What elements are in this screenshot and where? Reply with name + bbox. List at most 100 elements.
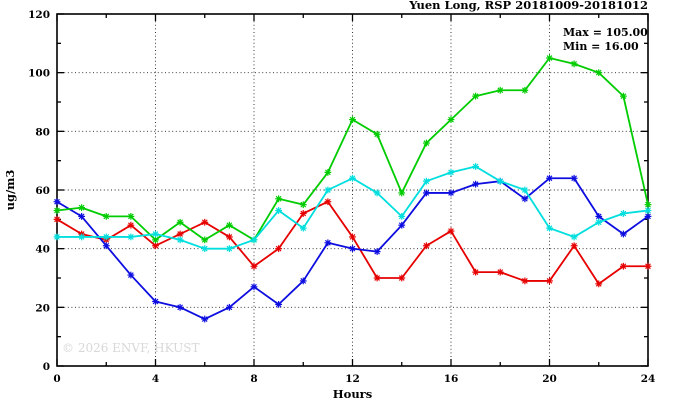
blue-series-point-marker <box>571 175 577 182</box>
red-series-line <box>56 200 648 285</box>
red-series-point-marker <box>595 280 602 287</box>
blue-series-point-marker <box>374 248 380 255</box>
green-series-point-marker <box>497 87 504 94</box>
x-tick-label: 12 <box>345 373 360 385</box>
blue-series-point-marker <box>300 278 307 284</box>
cyan-series-point-marker <box>472 163 479 170</box>
cyan-series-point-marker <box>497 178 504 185</box>
cyan-series-point-marker <box>620 210 627 217</box>
blue-series-point-marker <box>275 301 282 308</box>
blue-series-point-marker <box>398 222 405 229</box>
green-series-point-marker <box>423 140 430 146</box>
cyan-series-point-marker <box>152 231 159 237</box>
cyan-series-point-marker <box>201 245 208 252</box>
green-series-point-marker <box>571 60 577 67</box>
y-tick-label: 80 <box>35 126 50 138</box>
red-series-point-marker <box>152 242 159 249</box>
blue-series-point-marker <box>448 190 454 196</box>
green-series-point-marker <box>128 213 134 220</box>
x-axis-label: Hours <box>333 387 372 401</box>
green-series-point-marker <box>349 116 356 123</box>
cyan-series-point-marker <box>448 169 454 176</box>
blue-series-point-marker <box>78 213 85 220</box>
y-tick-label: 100 <box>28 68 50 80</box>
cyan-series-point-marker <box>275 207 282 214</box>
blue-series-point-marker <box>103 242 110 249</box>
blue-series-point-marker <box>152 298 159 305</box>
green-series-point-marker <box>177 219 183 226</box>
cyan-series-point-marker <box>595 219 602 226</box>
x-tick-label: 4 <box>152 373 159 385</box>
cyan-series-point-marker <box>398 213 405 220</box>
blue-series-point-marker <box>251 283 257 290</box>
y-tick-label: 0 <box>43 361 50 373</box>
red-series-point-marker <box>497 269 504 276</box>
y-tick-label: 20 <box>35 302 50 314</box>
cyan-series-point-marker <box>423 178 430 185</box>
cyan-series-point-marker <box>226 245 233 252</box>
red-series-point-marker <box>275 245 282 252</box>
green-series-point-marker <box>152 236 159 243</box>
red-series-point-marker <box>226 234 233 240</box>
cyan-series-point-marker <box>349 175 356 182</box>
red-series-point-marker <box>472 269 479 276</box>
cyan-series-point-marker <box>128 234 134 240</box>
red-series-point-marker <box>423 242 430 249</box>
cyan-series-point-marker <box>177 236 183 243</box>
green-series-point-marker <box>103 213 110 220</box>
blue-series-point-marker <box>620 231 627 237</box>
x-tick-label: 0 <box>53 373 60 385</box>
blue-series-point-marker <box>349 245 356 252</box>
x-tick-label: 24 <box>641 373 656 385</box>
green-series-point-marker <box>546 55 553 61</box>
green-series-point-marker <box>300 201 307 208</box>
green-series-point-marker <box>595 69 602 76</box>
blue-series-point-marker <box>177 304 183 311</box>
red-series-point-marker <box>325 198 331 205</box>
green-series-markers <box>53 54 652 244</box>
x-tick-label: 16 <box>444 373 459 385</box>
y-tick-label: 60 <box>35 185 50 197</box>
red-series-point-marker <box>620 263 627 270</box>
legend-max-label: Max = 105.00 <box>563 26 648 39</box>
blue-series-point-marker <box>546 175 553 182</box>
legend-min-label: Min = 16.00 <box>563 40 639 53</box>
green-series-point-marker <box>374 131 380 138</box>
blue-series-point-marker <box>645 213 651 220</box>
cyan-series-point-marker <box>54 234 60 240</box>
red-series-point-marker <box>398 275 405 281</box>
green-series-point-marker <box>54 207 60 214</box>
red-series-point-marker <box>251 263 257 270</box>
blue-series-point-marker <box>522 195 528 202</box>
cyan-series-point-marker <box>374 190 380 196</box>
blue-series-point-marker <box>201 316 208 322</box>
green-series-point-marker <box>645 201 651 208</box>
blue-series-point-marker <box>595 213 602 220</box>
green-series-point-marker <box>325 169 331 176</box>
blue-series-point-marker <box>325 239 331 246</box>
blue-series-markers <box>53 174 652 323</box>
green-series-point-marker <box>78 204 85 211</box>
blue-series-point-marker <box>54 198 60 205</box>
cyan-series-point-marker <box>522 187 528 193</box>
green-series-point-marker <box>226 222 233 229</box>
blue-series-point-marker <box>423 190 430 196</box>
x-tick-label: 20 <box>542 373 557 385</box>
red-series-point-marker <box>571 242 577 249</box>
red-series-point-marker <box>448 228 454 234</box>
red-series-point-marker <box>546 278 553 284</box>
red-series-point-marker <box>54 216 60 223</box>
red-series-point-marker <box>201 219 208 226</box>
green-series-point-marker <box>472 93 479 100</box>
green-series-point-marker <box>201 236 208 243</box>
cyan-series-point-marker <box>645 207 651 214</box>
blue-series-point-marker <box>472 181 479 188</box>
green-series-point-marker <box>448 116 454 123</box>
cyan-series-point-marker <box>78 234 85 240</box>
cyan-series-point-marker <box>103 234 110 240</box>
red-series-point-marker <box>645 263 651 270</box>
cyan-series-point-marker <box>571 234 577 240</box>
green-series-point-marker <box>275 195 282 202</box>
